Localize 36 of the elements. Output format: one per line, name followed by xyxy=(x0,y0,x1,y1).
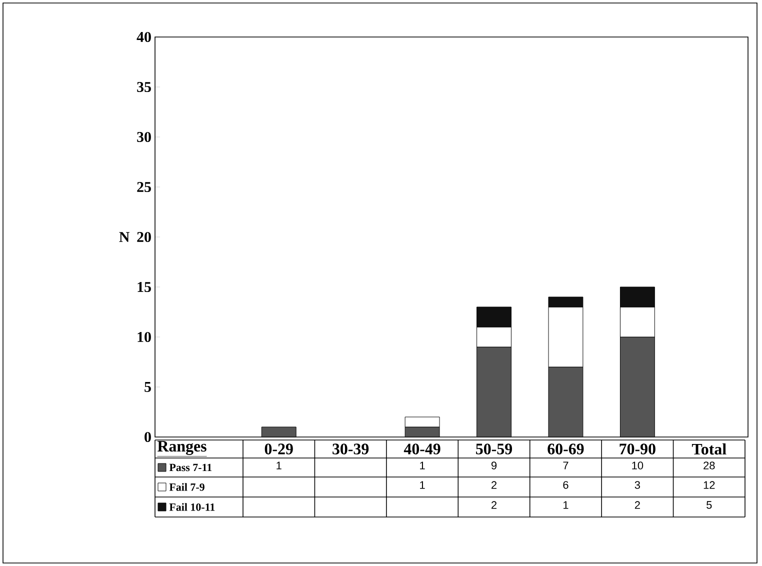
x-tick-label: 50-59 xyxy=(476,444,512,454)
data-label: 1 xyxy=(420,462,425,470)
y-tick-label: 5 xyxy=(144,382,151,392)
data-label: 1 xyxy=(564,501,568,509)
data-label: 10 xyxy=(632,462,644,470)
legend-label: Fail 10-11 xyxy=(169,503,215,511)
text: 5 xyxy=(706,501,712,509)
text: Total xyxy=(692,443,726,455)
x-tick-label: 30-39 xyxy=(332,444,369,454)
legend-label: Fail 7-9 xyxy=(169,483,204,491)
data-label: 2 xyxy=(492,501,497,509)
data-label: 2 xyxy=(634,501,640,509)
x-tick-label: 60-69 xyxy=(548,444,584,454)
x-tick-label: 70-90 xyxy=(620,444,656,454)
y-axis-title: N xyxy=(119,232,130,242)
x-axis-title: Ranges xyxy=(157,441,206,455)
y-tick-label: 30 xyxy=(137,132,151,142)
data-label: 3 xyxy=(634,481,640,489)
data-label: 1 xyxy=(276,462,282,470)
data-label: 6 xyxy=(563,481,568,489)
data-label: 2 xyxy=(492,481,497,489)
data-label: 1 xyxy=(420,481,425,489)
x-tick-label: 40-49 xyxy=(404,444,440,454)
text: 28 xyxy=(704,462,715,470)
y-tick-label: 15 xyxy=(138,282,151,292)
y-tick-label: 25 xyxy=(137,182,151,192)
y-tick-label: 10 xyxy=(138,332,151,342)
y-tick-label: 20 xyxy=(137,232,151,242)
data-label: 7 xyxy=(563,462,568,470)
legend-label: Pass 7-11 xyxy=(169,464,212,472)
text: 12 xyxy=(704,481,715,489)
x-tick-label: 0-29 xyxy=(264,444,293,454)
data-label: 9 xyxy=(491,462,497,470)
y-tick-label: 40 xyxy=(136,32,151,42)
y-tick-label: 0 xyxy=(144,432,151,442)
y-tick-label: 35 xyxy=(137,82,151,92)
